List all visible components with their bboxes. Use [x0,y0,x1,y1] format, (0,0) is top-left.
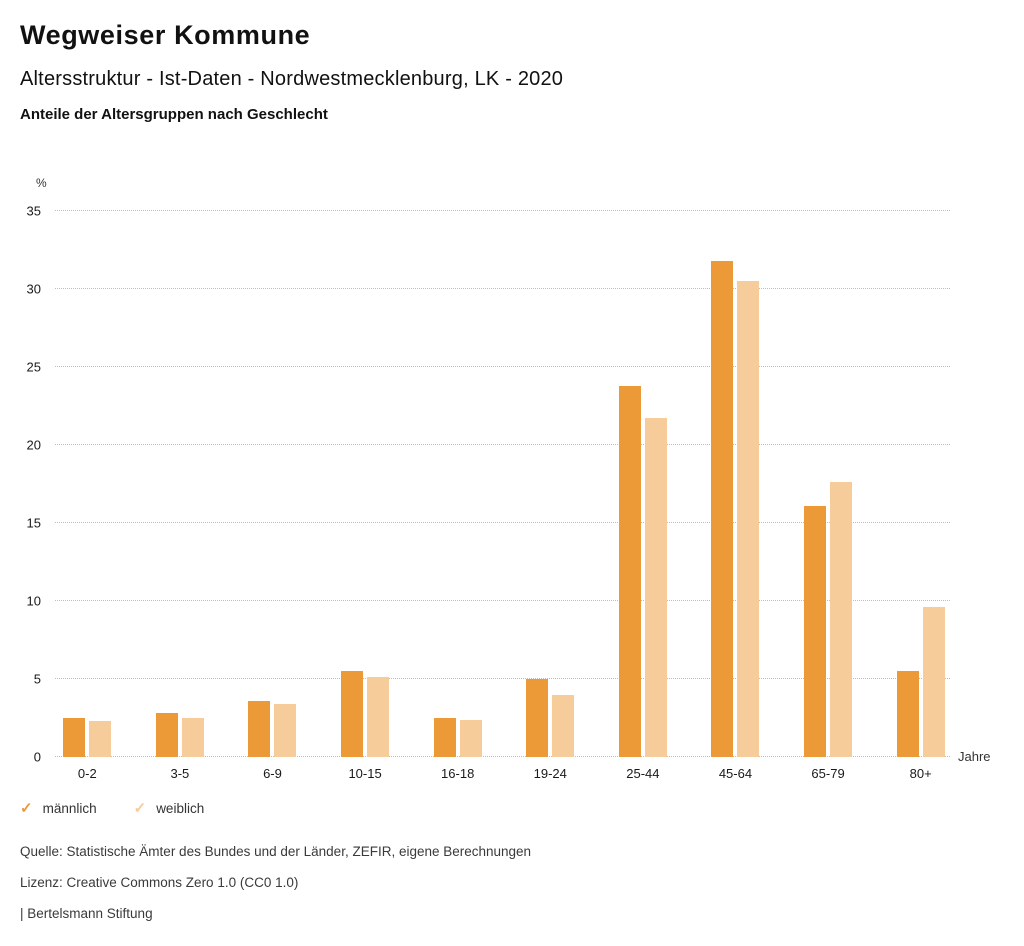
bar-männlich-19-24[interactable] [526,679,549,757]
bar-pair-25-44 [618,211,667,757]
chart-title: Altersstruktur - Ist-Daten - Nordwestmec… [20,68,564,90]
y-tick-label-15: 15 [26,515,41,531]
y-tick-label-10: 10 [26,593,41,609]
bar-weiblich-45-64[interactable] [737,281,760,757]
bar-group-45-64: 45-64 [689,211,782,781]
y-tick-label-0: 0 [33,749,41,765]
bar-group-65-79: 65-79 [782,211,875,781]
gridline-35: 35 [27,204,950,219]
bar-group-16-18: 16-18 [411,211,504,781]
bar-männlich-25-44[interactable] [618,385,641,757]
bar-weiblich-16-18[interactable] [459,719,482,757]
bar-pair-16-18 [433,211,482,757]
x-tick-label-6-9: 6-9 [263,766,282,781]
bar-group-3-5: 3-5 [134,211,227,781]
y-tick-label-20: 20 [26,437,41,453]
bar-group-19-24: 19-24 [504,211,597,781]
x-tick-label-45-64: 45-64 [718,766,753,781]
bar-männlich-16-18[interactable] [433,718,456,757]
check-icon: ✓ [133,800,147,817]
gridline-0: 0 [34,750,950,765]
bar-weiblich-25-44[interactable] [644,418,667,757]
bar-weiblich-3-5[interactable] [181,718,204,757]
bar-pair-19-24 [526,211,575,757]
page-title: Wegweiser Kommune [20,20,311,50]
y-tick-label-25: 25 [26,359,41,375]
bar-weiblich-80+[interactable] [922,607,945,757]
bar-pair-65-79 [804,211,853,757]
bar-weiblich-6-9[interactable] [274,703,297,757]
bar-pair-80+ [896,211,945,757]
y-tick-label-30: 30 [26,281,41,297]
x-tick-label-65-79: 65-79 [811,766,845,781]
gridline-5: 5 [34,672,950,687]
legend-label: männlich [42,801,97,816]
bar-männlich-0-2[interactable] [63,718,86,757]
bar-group-25-44: 25-44 [597,211,690,781]
legend-item-männlich[interactable]: ✓ männlich [20,801,97,816]
bar-männlich-80+[interactable] [896,671,919,757]
bar-weiblich-19-24[interactable] [552,694,575,757]
legend-label: weiblich [156,801,205,816]
bar-pair-6-9 [248,211,297,757]
bar-pair-0-2 [63,211,112,757]
gridline-15: 15 [27,516,950,531]
bar-weiblich-10-15[interactable] [367,677,390,757]
x-tick-label-19-24: 19-24 [533,766,567,781]
plot-area: 0-2 3-5 6-9 10-15 16-18 19-24 25-44 45-64 65-79 8… [41,211,967,781]
attribution-note: | Bertelsmann Stiftung [20,906,153,921]
bar-chart: % 0 5 10 15 20 25 30 35 0-2 3-5 6-9 10-15 16-18 19-2… [27,176,991,781]
source-note: Quelle: Statistische Ämter des Bundes un… [20,844,532,859]
gridline-10: 10 [27,594,950,609]
chart-subtitle: Anteile der Altersgruppen nach Geschlech… [20,106,328,123]
x-tick-label-0-2: 0-2 [77,766,97,781]
bar-pair-45-64 [711,211,760,757]
bar-männlich-3-5[interactable] [155,713,178,757]
bar-pair-3-5 [155,211,204,757]
x-tick-label-25-44: 25-44 [626,766,660,781]
x-tick-label-80+: 80+ [909,766,932,781]
x-tick-label-3-5: 3-5 [170,766,190,781]
legend-item-weiblich[interactable]: ✓ weiblich [134,801,205,816]
y-tick-label-35: 35 [26,203,41,219]
bar-pair-10-15 [341,211,390,757]
bar-group-6-9: 6-9 [226,211,319,781]
bar-group-0-2: 0-2 [41,211,134,781]
x-tick-label-16-18: 16-18 [441,766,475,781]
gridline-30: 30 [27,282,950,297]
bar-weiblich-65-79[interactable] [830,482,853,757]
bar-männlich-10-15[interactable] [341,671,364,757]
bar-group-10-15: 10-15 [319,211,412,781]
y-tick-label-5: 5 [33,671,41,687]
x-axis-unit-label: Jahre [958,749,991,764]
legend: ✓ männlich ✓ weiblich [20,801,204,816]
bar-weiblich-0-2[interactable] [89,721,112,757]
gridline-20: 20 [27,438,950,453]
check-icon: ✓ [20,800,33,817]
bar-männlich-65-79[interactable] [804,505,827,757]
bar-männlich-45-64[interactable] [711,260,734,757]
gridline-25: 25 [27,360,950,375]
footer: Quelle: Statistische Ämter des Bundes un… [20,844,531,937]
bar-group-80+: 80+ [874,211,967,781]
bar-männlich-6-9[interactable] [248,700,271,757]
x-tick-label-10-15: 10-15 [348,766,382,781]
license-note: Lizenz: Creative Commons Zero 1.0 (CC0 1… [20,875,299,890]
y-axis-unit-label: % [36,176,47,190]
